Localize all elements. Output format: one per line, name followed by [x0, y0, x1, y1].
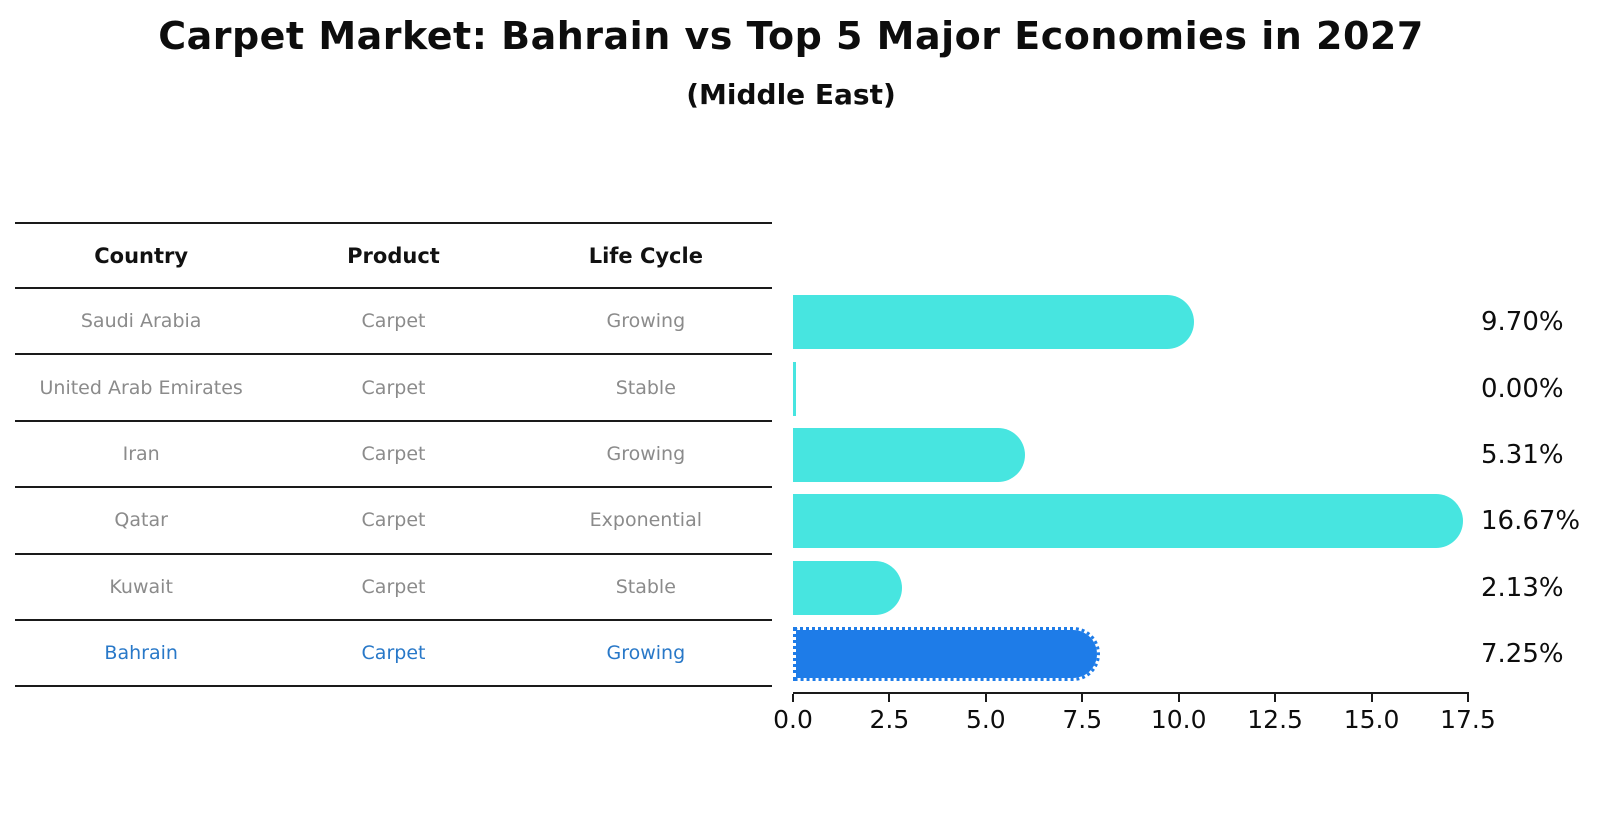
x-tick	[1177, 694, 1180, 702]
x-tick-label: 15.0	[1343, 705, 1400, 734]
table-header-lifecycle: Life Cycle	[588, 243, 703, 268]
lifecycle-cell: Growing	[606, 642, 686, 665]
bar-united-arab-emirates	[793, 361, 796, 416]
lifecycle-cell: Growing	[606, 310, 686, 333]
x-tick	[888, 694, 891, 702]
table-row: Kuwait Carpet Stable	[15, 555, 772, 621]
country-cell: Kuwait	[109, 575, 173, 598]
country-cell: Qatar	[114, 509, 168, 532]
x-tick-label: 2.5	[869, 705, 910, 734]
country-cell: Saudi Arabia	[80, 310, 202, 333]
value-label-iran: 5.31%	[1481, 440, 1564, 470]
table-row: Saudi Arabia Carpet Growing	[15, 289, 772, 356]
table-header-product: Product	[347, 243, 440, 268]
bar-kuwait	[793, 560, 903, 615]
table-row: Iran Carpet Growing	[15, 422, 772, 489]
lifecycle-cell: Growing	[606, 442, 686, 465]
country-cell: United Arab Emirates	[39, 376, 243, 399]
table-header-row: Country Product Life Cycle	[15, 222, 772, 289]
table-header-country: Country	[94, 243, 189, 268]
x-tick	[984, 694, 987, 702]
x-tick-label: 7.5	[1062, 705, 1103, 734]
country-cell: Bahrain	[104, 642, 178, 665]
market-table: Country Product Life Cycle Saudi Arabia …	[15, 222, 772, 688]
table-row: Bahrain Carpet Growing	[15, 621, 772, 688]
x-tick-label: 12.5	[1247, 705, 1303, 734]
bar-iran	[793, 428, 1025, 482]
bar-qatar	[793, 494, 1463, 549]
x-tick-label: 17.5	[1440, 705, 1496, 734]
table-row: Qatar Carpet Exponential	[15, 488, 772, 555]
table-row: United Arab Emirates Carpet Stable	[15, 355, 772, 422]
bar-bahrain	[793, 627, 1100, 682]
chart-subtitle: (Middle East)	[686, 78, 896, 111]
x-tick-label: 10.0	[1150, 705, 1207, 734]
product-cell: Carpet	[361, 575, 426, 598]
x-tick	[1081, 694, 1084, 702]
country-cell: Iran	[122, 442, 160, 465]
value-label-kuwait: 2.13%	[1481, 572, 1564, 603]
x-axis-spine	[793, 692, 1469, 694]
x-tick	[1466, 694, 1469, 702]
x-tick	[792, 694, 794, 702]
bar-saudi-arabia	[793, 295, 1195, 350]
lifecycle-cell: Exponential	[589, 509, 702, 532]
product-cell: Carpet	[361, 509, 426, 532]
value-label-united-arab-emirates: 0.00%	[1481, 373, 1564, 404]
table-body: Saudi Arabia Carpet Growing United Arab …	[15, 289, 772, 688]
value-label-saudi-arabia: 9.70%	[1481, 307, 1564, 338]
product-cell: Carpet	[361, 642, 426, 665]
product-cell: Carpet	[361, 442, 426, 465]
value-label-bahrain: 7.25%	[1481, 639, 1564, 670]
product-cell: Carpet	[361, 310, 426, 333]
chart-title: Carpet Market: Bahrain vs Top 5 Major Ec…	[158, 14, 1424, 58]
value-label-qatar: 16.67%	[1481, 506, 1581, 537]
product-cell: Carpet	[361, 376, 426, 399]
lifecycle-cell: Stable	[615, 575, 676, 598]
x-tick	[1274, 694, 1277, 702]
x-tick-label: 0.0	[773, 705, 813, 734]
lifecycle-cell: Stable	[615, 376, 676, 399]
x-tick-label: 5.0	[965, 705, 1006, 734]
x-tick	[1370, 694, 1373, 702]
